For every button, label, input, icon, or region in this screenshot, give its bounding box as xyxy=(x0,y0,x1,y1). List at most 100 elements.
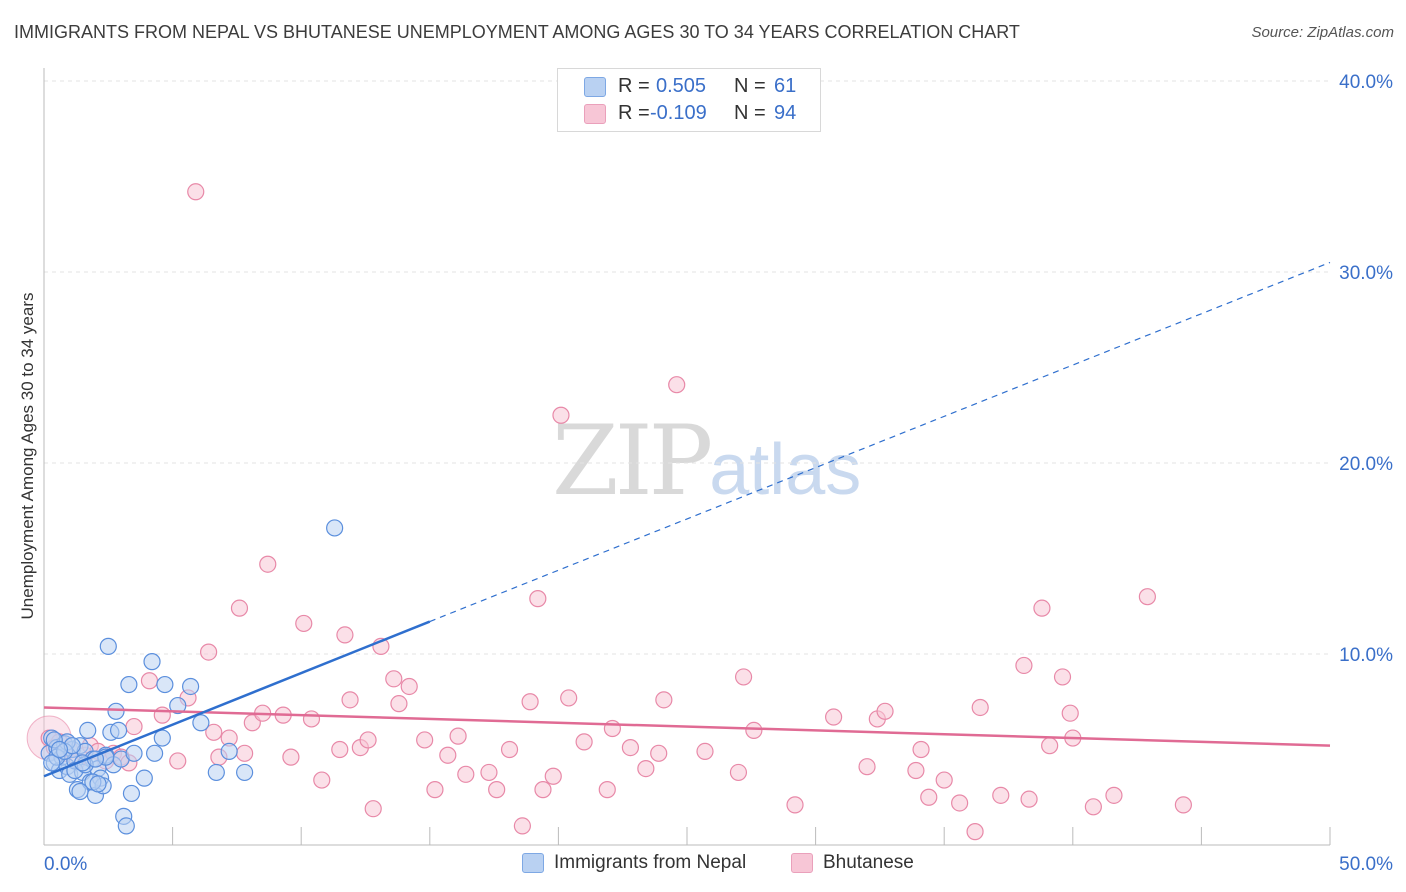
legend-r-label: R = xyxy=(618,75,650,97)
legend-r-value: 0.505 xyxy=(656,75,707,97)
bhutanese-point xyxy=(1105,786,1123,804)
bhutanese-point xyxy=(971,698,989,717)
nepal-point xyxy=(207,763,225,782)
nepal-point xyxy=(89,775,107,793)
nepal-trend-line xyxy=(43,620,431,778)
nepal-point xyxy=(169,696,187,715)
bhutanese-point xyxy=(745,721,763,740)
nepal-point xyxy=(120,675,138,694)
bhutanese-point xyxy=(187,183,205,201)
bhutanese-point xyxy=(920,788,938,806)
nepal-point xyxy=(117,817,135,835)
nepal-point xyxy=(135,769,153,787)
bhutanese-point xyxy=(907,761,925,780)
bhutanese-point xyxy=(500,740,519,759)
bhutanese-point xyxy=(336,626,354,644)
bhutanese-point xyxy=(513,817,531,835)
legend-n-value: 61 xyxy=(774,75,797,97)
nepal-point xyxy=(43,754,61,772)
bhutanese-point xyxy=(825,708,843,726)
bhutanese-point xyxy=(230,599,249,617)
bhutanese-point xyxy=(1020,790,1038,808)
y-tick-label: 30.0% xyxy=(1339,263,1393,284)
legend-swatch-blue xyxy=(584,77,606,97)
bhutanese-point xyxy=(390,695,408,713)
nepal-point xyxy=(220,742,238,761)
nepal-point xyxy=(153,729,171,747)
bhutanese-point xyxy=(416,731,434,749)
bhutanese-point xyxy=(1041,737,1059,755)
chart-title: IMMIGRANTS FROM NEPAL VS BHUTANESE UNEMP… xyxy=(14,22,1020,42)
x-tick-label: 50.0% xyxy=(1339,854,1393,875)
bhutanese-point xyxy=(1033,599,1051,617)
bhutanese-point xyxy=(400,677,418,696)
bhutanese-point xyxy=(603,719,622,738)
bottom-legend-label: Bhutanese xyxy=(823,852,914,873)
bhutanese-point xyxy=(560,689,578,707)
bhutanese-point xyxy=(650,744,668,762)
bhutanese-point xyxy=(480,763,498,782)
bhutanese-point xyxy=(331,740,349,759)
nepal-point xyxy=(99,637,117,655)
bhutanese-point xyxy=(521,693,539,711)
bhutanese-point xyxy=(1084,798,1102,816)
bhutanese-point xyxy=(295,614,313,633)
bhutanese-point xyxy=(449,727,467,745)
bottom-swatch-blue xyxy=(522,853,544,873)
bhutanese-point xyxy=(858,758,876,776)
bhutanese-point xyxy=(786,796,804,814)
legend-r-value: -0.109 xyxy=(650,102,707,124)
nepal-point xyxy=(145,744,164,762)
bhutanese-point xyxy=(912,740,930,759)
bhutanese-point xyxy=(552,406,570,424)
bhutanese-point xyxy=(282,748,300,766)
bhutanese-point xyxy=(364,800,382,818)
bhutanese-point xyxy=(313,771,331,789)
nepal-point xyxy=(156,675,174,694)
bhutanese-point xyxy=(125,717,143,736)
nepal-point xyxy=(125,744,143,762)
bhutanese-point xyxy=(341,691,359,709)
legend-r-label: R = xyxy=(618,102,650,124)
bhutanese-point xyxy=(1174,796,1192,814)
legend-n-label: N = xyxy=(734,102,766,124)
nepal-point xyxy=(50,740,69,759)
y-tick-label: 20.0% xyxy=(1339,454,1393,475)
bhutanese-point xyxy=(426,781,444,799)
x-tick-label: 0.0% xyxy=(44,854,87,875)
bhutanese-point xyxy=(457,765,475,783)
source-label: Source: ZipAtlas.com xyxy=(1251,24,1394,41)
bhutanese-point xyxy=(1061,704,1079,722)
bhutanese-point xyxy=(236,744,254,762)
watermark-atlas: atlas xyxy=(709,430,862,510)
bhutanese-point xyxy=(621,738,640,757)
bhutanese-point xyxy=(259,555,277,573)
bhutanese-point xyxy=(696,742,714,761)
nepal-point xyxy=(109,721,128,740)
bhutanese-point xyxy=(876,702,894,720)
legend-swatch-pink xyxy=(584,104,606,124)
bhutanese-point xyxy=(729,763,748,782)
bhutanese-point xyxy=(668,376,686,394)
nepal-point xyxy=(236,763,254,782)
y-tick-label: 10.0% xyxy=(1339,645,1393,666)
bhutanese-point xyxy=(951,794,969,812)
bhutanese-point xyxy=(575,733,593,751)
bhutanese-point xyxy=(734,668,753,686)
bhutanese-point xyxy=(966,823,984,841)
bhutanese-point xyxy=(488,781,506,799)
nepal-point xyxy=(326,519,344,537)
bhutanese-point xyxy=(302,710,321,728)
bhutanese-point xyxy=(153,706,171,724)
watermark: ZIPatlas xyxy=(552,405,861,517)
nepal-point xyxy=(182,677,200,696)
nepal-point xyxy=(122,784,141,803)
watermark-zip: ZIP xyxy=(552,405,713,517)
bhutanese-point xyxy=(1015,656,1033,675)
bhutanese-point xyxy=(200,643,218,661)
y-tick-label: 40.0% xyxy=(1339,72,1393,93)
bottom-swatch-pink xyxy=(791,853,813,873)
bhutanese-point xyxy=(992,786,1010,804)
bhutanese-point xyxy=(655,691,673,709)
